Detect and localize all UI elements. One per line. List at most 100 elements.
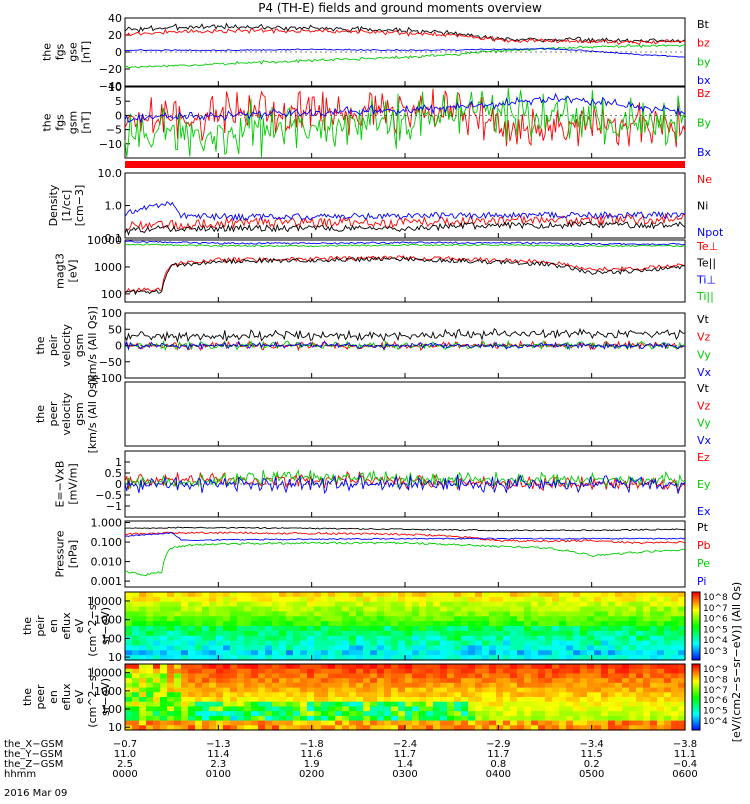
y-tick-label: −0.5	[95, 489, 122, 502]
heatmap-cell	[426, 650, 434, 656]
heatmap-cell	[160, 606, 168, 613]
heatmap-cell	[195, 626, 203, 632]
heatmap-cell	[125, 640, 133, 647]
heatmap-cell	[524, 701, 532, 708]
heatmap-cell	[440, 701, 448, 708]
heatmap-cell	[629, 616, 637, 622]
series-line-3	[124, 47, 686, 58]
heatmap-cell	[286, 692, 294, 698]
colorbar-label: [eV/(cm2−s−sr−eV)] (All Qs)	[730, 582, 743, 742]
heatmap-cell	[405, 711, 413, 717]
heatmap-cell	[146, 592, 154, 598]
heatmap-cell	[524, 601, 532, 608]
heatmap-cell	[188, 592, 196, 598]
heatmap-cell	[230, 626, 238, 632]
heatmap-cell	[167, 635, 175, 642]
legend-entry: Vz	[697, 331, 711, 344]
heatmap-cell	[377, 668, 385, 675]
heatmap-cell	[601, 725, 609, 731]
heatmap-cell	[160, 706, 168, 712]
heatmap-cell	[307, 626, 315, 632]
heatmap-cell	[181, 635, 189, 642]
heatmap-cell	[650, 630, 658, 637]
heatmap-cell	[419, 616, 427, 622]
heatmap-cell	[489, 692, 497, 698]
heatmap-cell	[398, 640, 406, 647]
heatmap-cell	[601, 664, 609, 670]
heatmap-cell	[139, 611, 147, 617]
heatmap-cell	[181, 668, 189, 675]
heatmap-cell	[538, 701, 546, 708]
heatmap-cell	[650, 701, 658, 708]
heatmap-cell	[594, 592, 602, 598]
heatmap-cell	[412, 697, 420, 703]
heatmap-cell	[146, 611, 154, 617]
heatmap-cell	[482, 606, 490, 613]
heatmap-cell	[174, 678, 182, 684]
heatmap-cell	[146, 711, 154, 717]
heatmap-cell	[251, 611, 259, 617]
heatmap-cell	[370, 715, 378, 722]
heatmap-cell	[342, 592, 350, 598]
heatmap-cell	[433, 711, 441, 717]
heatmap-cell	[181, 701, 189, 708]
heatmap-cell	[573, 640, 581, 647]
heatmap-cell	[552, 601, 560, 608]
heatmap-cell	[615, 725, 623, 731]
heatmap-cell	[405, 720, 413, 726]
heatmap-cell	[608, 635, 616, 642]
heatmap-cell	[125, 715, 133, 722]
heatmap-cell	[454, 635, 462, 642]
heatmap-cell	[146, 697, 154, 703]
colorbar-step	[692, 706, 700, 710]
heatmap-cell	[314, 601, 322, 608]
heatmap-cell	[398, 606, 406, 613]
heatmap-cell	[559, 668, 567, 675]
heatmap-cell	[125, 673, 133, 679]
colorbar-step	[692, 654, 700, 658]
heatmap-cell	[636, 701, 644, 708]
heatmap-cell	[594, 692, 602, 698]
heatmap-cell	[580, 720, 588, 726]
heatmap-cell	[657, 606, 665, 613]
y-axis-label: Pressure	[54, 530, 67, 577]
heatmap-cell	[307, 701, 315, 708]
heatmap-cell	[622, 687, 630, 693]
heatmap-cell	[377, 621, 385, 627]
heatmap-cell	[580, 664, 588, 670]
heatmap-cell	[181, 601, 189, 608]
heatmap-cell	[433, 668, 441, 675]
heatmap-cell	[377, 678, 385, 684]
heatmap-cell	[356, 635, 364, 642]
heatmap-cell	[272, 655, 280, 661]
heatmap-cell	[230, 673, 238, 679]
heatmap-cell	[391, 635, 399, 642]
heatmap-cell	[167, 725, 175, 731]
heatmap-cell	[629, 596, 637, 603]
heatmap-cell	[615, 596, 623, 603]
x-tick-label: −3.4	[580, 739, 604, 750]
y-tick-label: 0	[115, 478, 122, 491]
heatmap-cell	[517, 611, 525, 617]
heatmap-cell	[671, 630, 679, 637]
heatmap-cell	[524, 630, 532, 637]
legend-entry: Bz	[697, 87, 711, 100]
heatmap-cell	[167, 645, 175, 651]
colorbar-tick: 10^4	[703, 636, 728, 646]
heatmap-cell	[132, 725, 140, 731]
heatmap-cell	[454, 725, 462, 731]
heatmap-cell	[650, 664, 658, 670]
heatmap-cell	[573, 635, 581, 642]
heatmap-cell	[454, 715, 462, 722]
heatmap-cell	[223, 616, 231, 622]
heatmap-cell	[594, 621, 602, 627]
heatmap-cell	[174, 687, 182, 693]
heatmap-cell	[650, 592, 658, 598]
heatmap-cell	[202, 673, 210, 679]
heatmap-cell	[300, 611, 308, 617]
heatmap-cell	[237, 682, 245, 689]
heatmap-cell	[335, 706, 343, 712]
heatmap-cell	[195, 616, 203, 622]
heatmap-cell	[601, 687, 609, 693]
heatmap-cell	[671, 611, 679, 617]
